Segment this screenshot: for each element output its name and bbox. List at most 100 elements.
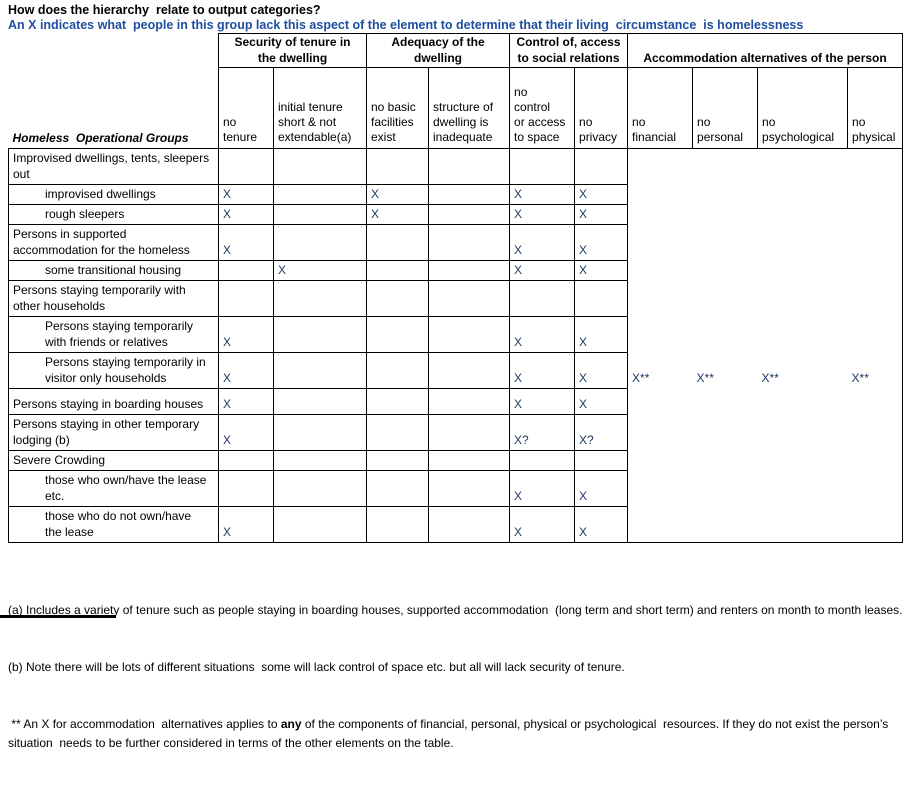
col-header-no-tenure: no tenure — [218, 67, 274, 149]
grid-cell — [758, 471, 848, 507]
x-mark-cell: X — [509, 352, 576, 389]
x-mark-cell: X — [218, 352, 274, 389]
x-mark-cell: X — [574, 470, 629, 507]
table-row: Persons in supported accommodation for t… — [8, 224, 904, 261]
x-mark-cell: X — [509, 470, 576, 507]
x-mark-cell: X — [574, 388, 629, 415]
bottom-edge-black-bar — [0, 615, 116, 618]
footnote-star: ** An X for accommodation alternatives a… — [8, 715, 906, 753]
grid-cell — [758, 317, 848, 353]
grid-cell — [427, 280, 511, 317]
grid-cell — [693, 389, 758, 415]
grid-cell — [574, 148, 629, 185]
grid-cell — [692, 506, 758, 543]
grid-cell — [273, 470, 367, 507]
grid-cell — [758, 149, 848, 185]
grid-cell — [847, 506, 904, 543]
grid-cell — [273, 204, 367, 225]
grid-cell — [847, 184, 904, 205]
col-header-no-physical: no physical — [847, 67, 904, 149]
grid-cell — [427, 414, 511, 451]
group-header-accommodation-alternatives: Accommodation alternatives of the person — [627, 33, 904, 68]
grid-cell — [273, 388, 367, 415]
corner-empty-cell — [9, 34, 219, 68]
grid-cell — [847, 260, 904, 281]
grid-cell — [366, 280, 429, 317]
footnote-a: (a) Includes a variety of tenure such as… — [8, 603, 903, 617]
x-mark-cell: X** — [696, 370, 714, 385]
x-mark-cell: X — [509, 204, 576, 225]
grid-cell — [509, 148, 576, 185]
grid-cell — [366, 260, 429, 281]
x-mark-cell: X — [574, 260, 629, 281]
grid-cell — [693, 205, 758, 225]
grid-cell — [509, 280, 576, 317]
grid-cell — [273, 506, 367, 543]
grid-cell — [427, 184, 511, 205]
grid-cell — [574, 280, 629, 317]
grid-cell — [427, 316, 511, 353]
row-label: Improvised dwellings, tents, sleepers ou… — [8, 148, 219, 185]
x-mark-cell: X — [366, 204, 429, 225]
grid-cell — [218, 450, 274, 471]
grid-cell — [273, 280, 367, 317]
footnote-star-bold: any — [280, 717, 302, 731]
grid-cell — [693, 317, 758, 353]
row-label: Persons staying in boarding houses — [8, 388, 219, 415]
x-mark-cell: X** — [847, 352, 904, 389]
x-mark-cell: X — [218, 506, 274, 543]
grid-cell — [627, 450, 693, 471]
col-header-no-control-space: no control or access to space — [509, 67, 576, 149]
x-mark-cell: X — [273, 260, 367, 281]
grid-cell — [627, 470, 693, 507]
table-row: those who own/have the lease etc. X X — [8, 470, 904, 507]
grid-cell — [693, 281, 758, 317]
x-mark-cell: X — [574, 204, 629, 225]
x-mark-cell: X? — [574, 414, 629, 451]
x-mark-cell: X** — [761, 370, 779, 385]
page-title: How does the hierarchy relate to output … — [8, 3, 321, 17]
row-label: Persons staying temporarily with friends… — [8, 316, 219, 353]
x-mark-cell: X — [509, 184, 576, 205]
grid-cell — [427, 260, 511, 281]
footnote-b: (b) Note there will be lots of different… — [8, 660, 625, 674]
grid-cell — [847, 280, 904, 317]
row-label: those who do not own/have the lease — [8, 506, 219, 543]
grid-cell — [627, 506, 693, 543]
grid-cell — [847, 224, 904, 261]
x-mark-cell: X — [509, 506, 576, 543]
grid-cell — [627, 316, 693, 353]
grid-cell — [509, 450, 576, 471]
x-mark-cell: X — [509, 316, 576, 353]
grid-cell — [847, 148, 904, 185]
row-label: Persons staying temporarily with other h… — [8, 280, 219, 317]
grid-cell — [366, 352, 429, 389]
grid-cell — [847, 450, 904, 471]
row-header-title: Homeless Operational Groups — [12, 131, 189, 145]
grid-cell — [627, 388, 693, 415]
x-mark-cell: X — [218, 388, 274, 415]
column-header-row: Homeless Operational Groups no tenure in… — [9, 67, 904, 149]
grid-cell — [758, 205, 848, 225]
table-row: those who do not own/have the lease X X X — [8, 506, 904, 543]
x-mark-cell: X — [218, 184, 274, 205]
grid-cell — [366, 388, 429, 415]
grid-cell — [366, 148, 429, 185]
grid-cell — [218, 260, 274, 281]
grid-cell — [427, 506, 511, 543]
grid-cell — [366, 414, 429, 451]
grid-cell — [273, 414, 367, 451]
grid-cell — [366, 450, 429, 471]
x-mark-cell: X — [574, 316, 629, 353]
grid-cell — [758, 225, 848, 261]
grid-cell — [366, 316, 429, 353]
grid-cell — [366, 224, 429, 261]
col-header-structure-inadequate: structure of dwelling is inadequate — [427, 67, 511, 149]
table-row: improvised dwellings X X X X — [8, 184, 904, 205]
group-header-control-access: Control of, access to social relations — [509, 33, 629, 68]
grid-cell — [273, 352, 367, 389]
grid-cell — [574, 450, 629, 471]
table-row: Persons staying temporarily with other h… — [8, 280, 904, 317]
grid-cell — [366, 506, 429, 543]
grid-cell — [847, 204, 904, 225]
